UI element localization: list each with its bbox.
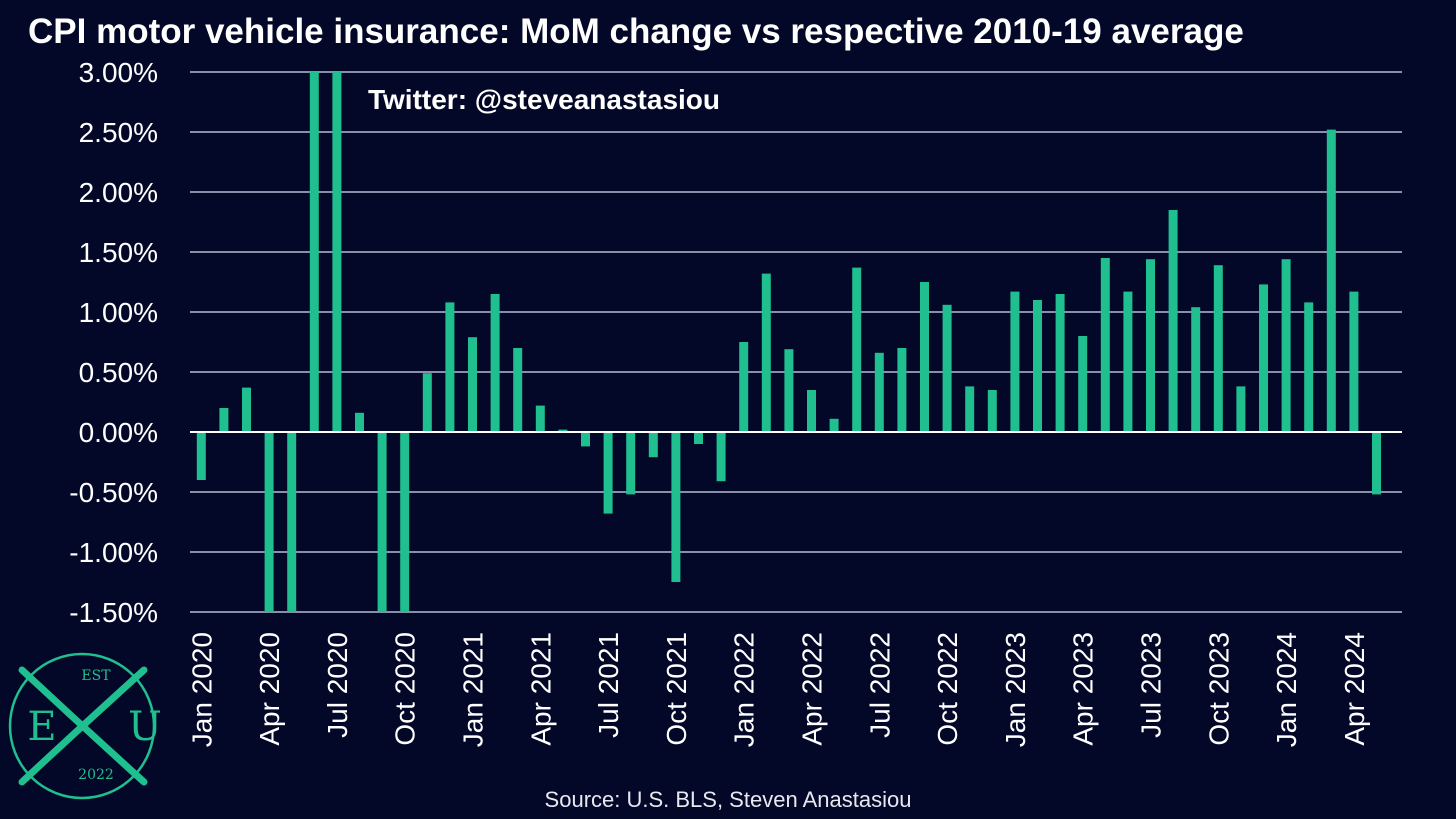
bar — [1146, 259, 1155, 432]
bar — [965, 386, 975, 432]
y-tick-label: -1.50% — [69, 597, 158, 628]
x-tick-label: Jan 2021 — [458, 632, 489, 747]
logo-ring — [8, 652, 156, 800]
bar — [1236, 386, 1246, 432]
source-note: Source: U.S. BLS, Steven Anastasiou — [545, 787, 912, 812]
bar — [626, 432, 636, 495]
logo: EST E U 2022 — [8, 652, 162, 800]
x-tick-label: Jul 2020 — [322, 632, 353, 738]
bar — [1168, 210, 1178, 432]
bar — [761, 273, 771, 432]
y-tick-label: 2.50% — [79, 117, 158, 148]
x-tick-label: Jul 2021 — [593, 632, 624, 738]
bar — [852, 267, 862, 432]
x-tick-label: Apr 2020 — [254, 632, 285, 746]
y-tick-label: 0.00% — [79, 417, 158, 448]
bar — [1372, 432, 1381, 495]
y-tick-label: 0.50% — [79, 357, 158, 388]
gridlines — [190, 71, 1402, 613]
y-tick-label: 2.00% — [79, 177, 158, 208]
bar — [445, 302, 455, 432]
bar — [807, 390, 816, 432]
x-tick-label: Oct 2021 — [661, 632, 692, 746]
bar — [558, 429, 568, 432]
x-tick-label: Apr 2021 — [525, 632, 556, 746]
bar — [874, 352, 884, 432]
bar — [287, 432, 297, 612]
x-tick-label: Jul 2022 — [864, 632, 895, 738]
bar — [219, 408, 229, 432]
logo-letter-e: E — [27, 704, 56, 750]
y-tick-label: -0.50% — [69, 477, 158, 508]
y-tick-label: 1.00% — [79, 297, 158, 328]
bar — [1010, 291, 1020, 432]
x-tick-label: Jan 2020 — [186, 632, 217, 747]
x-tick-label: Apr 2023 — [1068, 632, 1099, 746]
bar — [1259, 284, 1268, 432]
bar — [309, 72, 319, 432]
bars — [196, 72, 1381, 612]
bar — [468, 337, 477, 432]
bar — [1078, 336, 1088, 432]
chart-title: CPI motor vehicle insurance: MoM change … — [28, 12, 1244, 51]
y-tick-label: -1.00% — [69, 537, 158, 568]
bar — [1100, 258, 1110, 432]
bar — [377, 432, 387, 612]
logo-letter-u: U — [128, 704, 162, 750]
bar — [332, 72, 342, 432]
twitter-annotation: Twitter: @steveanastasiou — [368, 84, 720, 115]
logo-year: 2022 — [78, 767, 114, 783]
bar — [1191, 307, 1201, 432]
bar — [648, 432, 658, 458]
bar — [490, 294, 500, 432]
bar — [694, 432, 703, 444]
bar — [1281, 259, 1291, 432]
logo-est: EST — [81, 668, 111, 684]
bar — [1349, 291, 1359, 432]
x-tick-label: Oct 2022 — [932, 632, 963, 746]
x-tick-label: Apr 2022 — [797, 632, 828, 746]
y-tick-label: 1.50% — [79, 237, 158, 268]
bar — [603, 432, 613, 514]
x-tick-label: Oct 2023 — [1203, 632, 1234, 746]
bar — [1213, 265, 1223, 432]
x-tick-label: Jan 2023 — [1000, 632, 1031, 747]
bar — [1033, 300, 1042, 432]
bar — [581, 432, 590, 447]
bar — [1304, 302, 1314, 432]
bar — [716, 432, 726, 482]
bar — [1326, 129, 1336, 432]
bar — [196, 432, 206, 480]
bar — [400, 432, 410, 612]
x-tick-label: Jan 2022 — [729, 632, 760, 747]
logo-cross-stroke-2 — [18, 666, 148, 786]
bar — [242, 387, 251, 432]
y-axis-tick-labels: 3.00% 2.50% 2.00% 1.50% 1.00% 0.50% 0.00% -0.50… — [69, 57, 158, 628]
bar — [671, 432, 681, 582]
bar — [784, 349, 794, 432]
x-tick-label: Oct 2020 — [390, 632, 421, 746]
bar — [1055, 294, 1065, 432]
bar — [942, 304, 952, 432]
bar — [987, 390, 997, 432]
bar — [264, 432, 274, 612]
x-tick-label: Jan 2024 — [1271, 632, 1302, 747]
bar — [355, 412, 364, 432]
x-tick-label: Jul 2023 — [1136, 632, 1167, 738]
y-tick-label: 3.00% — [79, 57, 158, 88]
bar — [829, 418, 839, 432]
bar — [535, 405, 545, 432]
bar — [422, 373, 432, 432]
bar — [897, 348, 907, 432]
x-tick-label: Apr 2024 — [1339, 632, 1370, 746]
bar — [920, 282, 929, 432]
x-axis-tick-labels: Jan 2020 Apr 2020 Jul 2020 Oct 2020 Jan 2021… — [186, 632, 1370, 747]
bar — [513, 348, 523, 432]
bar — [1123, 291, 1133, 432]
bar — [739, 342, 749, 432]
